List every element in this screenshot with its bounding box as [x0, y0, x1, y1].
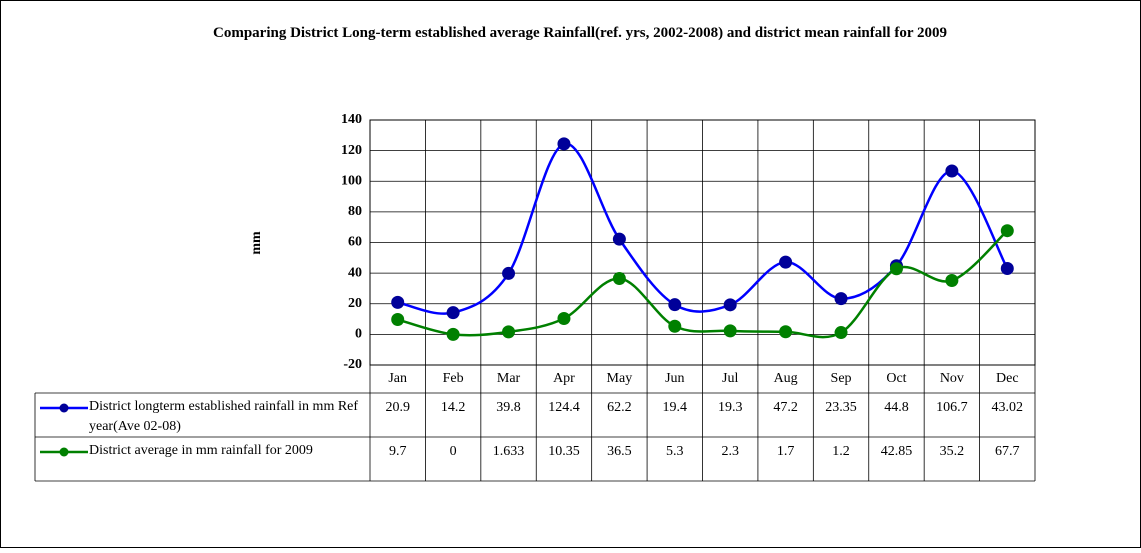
table-value: 35.2: [940, 444, 965, 459]
marker: [612, 232, 626, 246]
marker: [945, 164, 959, 178]
marker: [723, 324, 737, 338]
legend-marker: [59, 447, 69, 457]
table-value: 43.02: [992, 400, 1024, 415]
x-tick-label: Feb: [443, 371, 464, 386]
legend-box: District average in mm rainfall for 2009: [89, 443, 313, 458]
table-value: 1.2: [832, 444, 850, 459]
x-tick-label: Mar: [497, 371, 521, 386]
y-tick-label: 0: [355, 327, 362, 342]
marker: [1000, 262, 1014, 276]
marker: [668, 298, 682, 312]
table-value: 20.9: [385, 400, 410, 415]
table-value: 1.633: [493, 444, 525, 459]
y-tick-label: 120: [341, 143, 362, 158]
plot-border: [369, 119, 1036, 366]
legend-box: District longterm established rainfall i…: [89, 399, 359, 434]
marker: [557, 137, 571, 151]
table-value: 42.85: [881, 444, 913, 459]
table-value: 23.35: [825, 400, 857, 415]
table-value: 39.8: [496, 400, 521, 415]
y-tick-label: 80: [348, 204, 362, 219]
x-tick-label: May: [607, 371, 633, 386]
y-tick-label: 140: [341, 112, 362, 127]
table-value: 106.7: [936, 400, 968, 415]
x-tick-label: Jun: [665, 371, 684, 386]
x-tick-label: Apr: [553, 371, 575, 386]
marker: [391, 313, 405, 327]
marker: [834, 326, 848, 340]
y-tick-label: -20: [343, 357, 362, 372]
table-value: 44.8: [884, 400, 909, 415]
marker: [391, 295, 405, 309]
y-tick-label: 40: [348, 265, 362, 280]
table-value: 1.7: [777, 444, 795, 459]
table-value: 10.35: [548, 444, 580, 459]
marker: [779, 325, 793, 339]
table-value: 2.3: [721, 444, 739, 459]
x-tick-label: Jul: [722, 371, 738, 386]
table-value: 5.3: [666, 444, 684, 459]
marker: [1000, 224, 1014, 238]
x-tick-label: Oct: [886, 371, 906, 386]
marker: [502, 266, 516, 280]
marker: [889, 262, 903, 276]
y-tick-label: 60: [348, 235, 362, 250]
x-tick-label: Aug: [774, 371, 798, 386]
table-value: 14.2: [441, 400, 466, 415]
marker: [668, 319, 682, 333]
table-value: 47.2: [773, 400, 798, 415]
table-value: 0: [450, 444, 457, 459]
legend-label: District average in mm rainfall for 2009: [89, 443, 313, 458]
marker: [502, 325, 516, 339]
chart-title: Comparing District Long-term established…: [213, 25, 947, 41]
marker: [779, 255, 793, 269]
x-tick-label: Nov: [940, 371, 964, 386]
y-axis-label: mm: [249, 231, 264, 255]
x-tick-label: Dec: [996, 371, 1019, 386]
marker: [723, 298, 737, 312]
y-tick-label: 100: [341, 173, 362, 188]
table-value: 19.3: [718, 400, 743, 415]
table-value: 19.4: [663, 400, 688, 415]
marker: [446, 306, 460, 320]
title-box: Comparing District Long-term established…: [213, 25, 947, 41]
marker: [945, 273, 959, 287]
marker: [557, 312, 571, 326]
x-tick-label: Sep: [831, 371, 852, 386]
y-tick-label: 20: [348, 296, 362, 311]
marker: [834, 292, 848, 306]
table-value: 62.2: [607, 400, 632, 415]
marker: [446, 327, 460, 341]
legend-label: District longterm established rainfall i…: [89, 399, 359, 434]
legend-marker: [59, 403, 69, 413]
table-value: 67.7: [995, 444, 1020, 459]
table-value: 124.4: [548, 400, 580, 415]
x-tick-label: Jan: [388, 371, 407, 386]
table-value: 36.5: [607, 444, 632, 459]
marker: [612, 271, 626, 285]
table-value: 9.7: [389, 444, 407, 459]
